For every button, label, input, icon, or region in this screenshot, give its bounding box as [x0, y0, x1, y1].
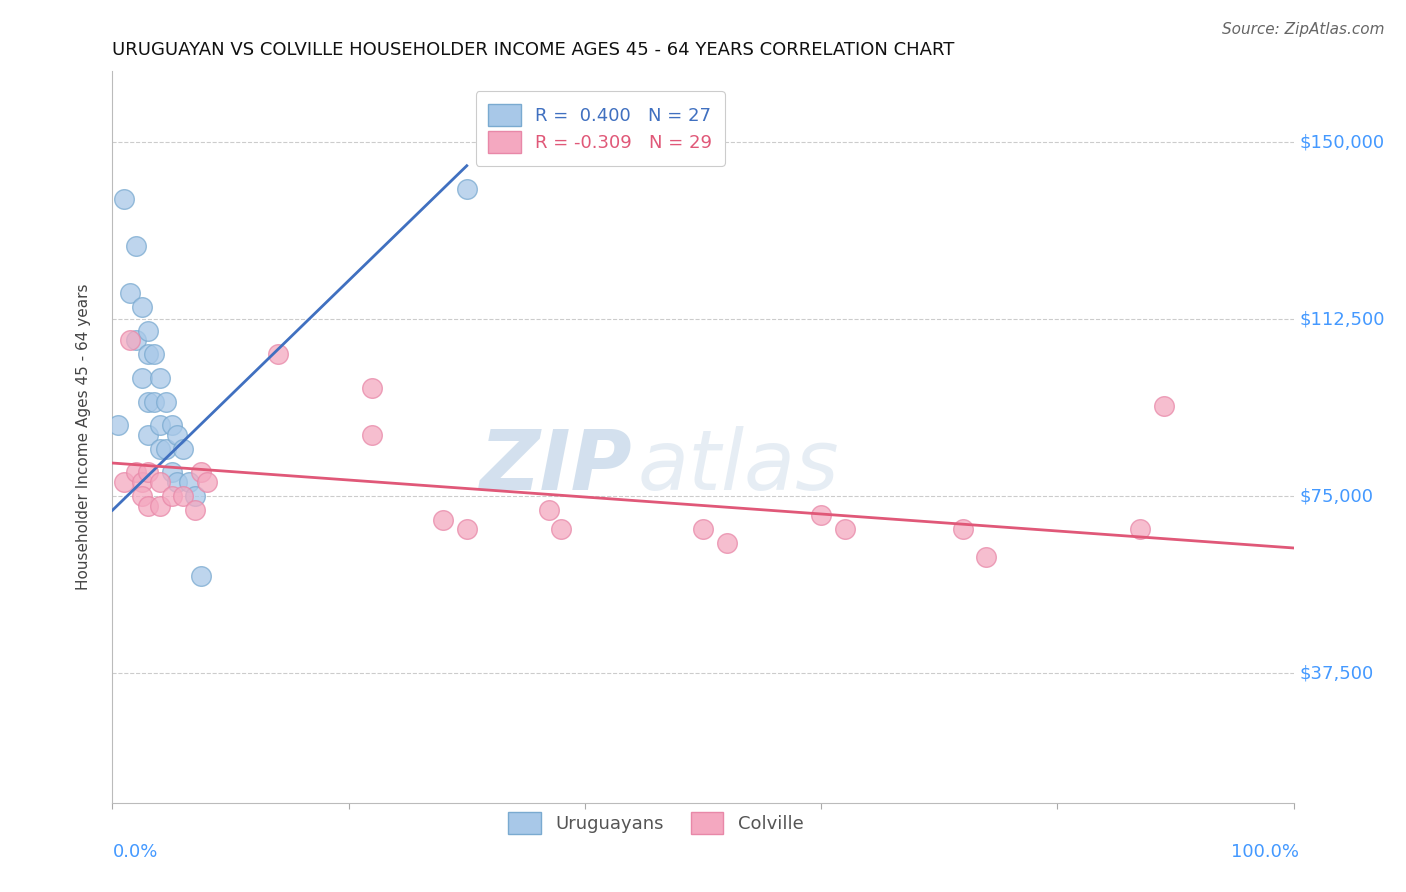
Point: [361, 380, 384, 394]
Point: [131, 489, 153, 503]
Point: [184, 503, 207, 517]
Point: [179, 475, 201, 489]
Text: $150,000: $150,000: [1299, 133, 1385, 151]
Point: [184, 489, 207, 503]
Point: [166, 475, 188, 489]
Point: [125, 334, 148, 348]
Point: [1129, 522, 1152, 536]
Point: [155, 442, 177, 456]
Point: [195, 475, 218, 489]
Point: [267, 347, 290, 361]
Point: [120, 334, 142, 348]
Point: [155, 394, 177, 409]
Text: ZIP: ZIP: [479, 425, 633, 507]
Point: [976, 550, 998, 565]
Text: 0.0%: 0.0%: [112, 843, 157, 861]
Point: [692, 522, 714, 536]
Point: [538, 503, 561, 517]
Point: [125, 239, 148, 253]
Point: [125, 466, 148, 480]
Text: atlas: atlas: [638, 425, 839, 507]
Point: [432, 513, 454, 527]
Legend: Uruguayans, Colville: Uruguayans, Colville: [501, 805, 811, 841]
Point: [131, 371, 153, 385]
Point: [136, 394, 159, 409]
Point: [112, 475, 135, 489]
Point: [160, 466, 183, 480]
Point: [810, 508, 832, 522]
Point: [834, 522, 856, 536]
Text: $75,000: $75,000: [1299, 487, 1374, 505]
Text: $37,500: $37,500: [1299, 664, 1374, 682]
Point: [172, 489, 194, 503]
Point: [149, 442, 172, 456]
Point: [136, 466, 159, 480]
Point: [190, 466, 212, 480]
Point: [136, 347, 159, 361]
Point: [160, 418, 183, 433]
Point: [131, 301, 153, 315]
Point: [131, 475, 153, 489]
Point: [456, 182, 478, 196]
Point: [149, 418, 172, 433]
Point: [456, 522, 478, 536]
Point: [166, 427, 188, 442]
Point: [136, 427, 159, 442]
Point: [190, 569, 212, 583]
Point: [142, 394, 165, 409]
Point: [1153, 400, 1175, 414]
Point: [149, 499, 172, 513]
Point: [160, 489, 183, 503]
Y-axis label: Householder Income Ages 45 - 64 years: Householder Income Ages 45 - 64 years: [76, 284, 91, 591]
Text: $112,500: $112,500: [1299, 310, 1385, 328]
Text: Source: ZipAtlas.com: Source: ZipAtlas.com: [1222, 22, 1385, 37]
Point: [172, 442, 194, 456]
Point: [136, 499, 159, 513]
Point: [120, 286, 142, 301]
Text: URUGUAYAN VS COLVILLE HOUSEHOLDER INCOME AGES 45 - 64 YEARS CORRELATION CHART: URUGUAYAN VS COLVILLE HOUSEHOLDER INCOME…: [112, 41, 955, 59]
Point: [149, 475, 172, 489]
Text: 100.0%: 100.0%: [1232, 843, 1299, 861]
Point: [142, 347, 165, 361]
Point: [112, 192, 135, 206]
Point: [716, 536, 738, 550]
Point: [361, 427, 384, 442]
Point: [107, 418, 129, 433]
Point: [149, 371, 172, 385]
Point: [136, 324, 159, 338]
Point: [952, 522, 974, 536]
Point: [550, 522, 572, 536]
